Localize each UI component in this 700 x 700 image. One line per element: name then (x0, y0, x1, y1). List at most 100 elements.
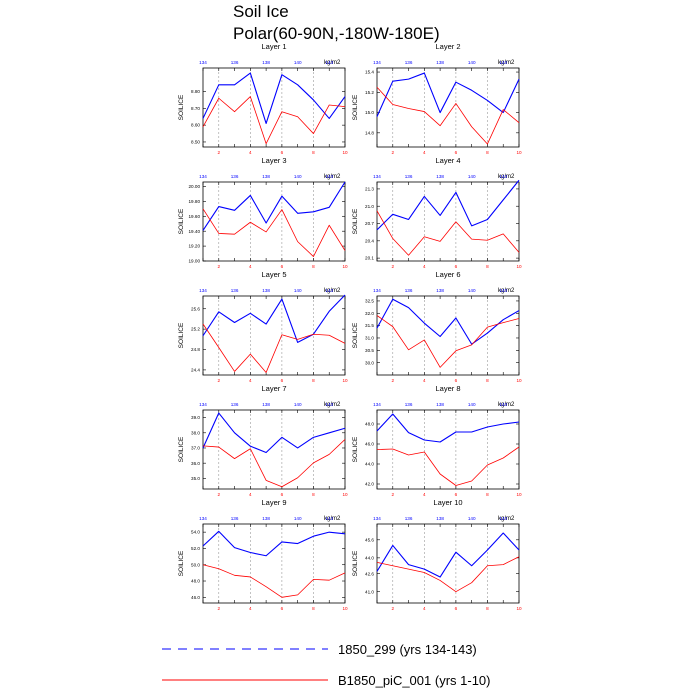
x-tick-label: 4 (423, 492, 426, 497)
x-tick-label: 6 (281, 492, 284, 497)
panel-title: Layer 6 (435, 270, 460, 279)
y-axis-label: SOILICE (178, 94, 185, 120)
panel-title: Layer 10 (433, 498, 462, 507)
legend-label-series-b: B1850_piC_001 (yrs 1-10) (338, 673, 490, 688)
plot-frame (202, 181, 346, 262)
series-a-line (376, 413, 520, 443)
panel-layer-7: Layer 7 kg/m2 SOILICE 2 4 6 8 10 134 136 138 140 143… (178, 384, 348, 497)
y-tick-label: 42.0 (365, 482, 374, 487)
series-b-line (376, 556, 520, 593)
x-tick-label: 4 (249, 492, 252, 497)
x-tick-label: 2 (217, 378, 220, 383)
y-axis-label: SOILICE (178, 322, 185, 348)
x-tick-label: 4 (423, 264, 426, 269)
top-axis-units: kg/m2 (498, 516, 515, 522)
x-tick-label: 8 (486, 378, 489, 383)
top-tick-label: 138 (436, 60, 444, 65)
panel-title: Layer 1 (261, 42, 286, 51)
panel-title: Layer 2 (435, 42, 460, 51)
series-a-line (202, 181, 346, 231)
x-tick-label: 10 (342, 606, 348, 611)
series-a-line (202, 72, 346, 125)
y-tick-label: 30.0 (365, 360, 374, 365)
legend: 1850_299 (yrs 134-143) B1850_piC_001 (yr… (162, 642, 490, 688)
y-axis-label: SOILICE (178, 550, 185, 576)
x-tick-label: 10 (516, 150, 522, 155)
y-tick-label: 8.80 (191, 89, 200, 94)
y-tick-label: 15.2 (365, 90, 374, 95)
y-tick-label: 19.80 (189, 199, 201, 204)
top-tick-label: 134 (373, 288, 381, 293)
plot-frame (376, 295, 520, 376)
x-tick-label: 4 (249, 606, 252, 611)
panel-layer-2: Layer 2 kg/m2 SOILICE 2 4 6 8 10 134 136 138 140 143… (352, 42, 522, 155)
panels: Layer 1 kg/m2 SOILICE 2 4 6 8 10 134 136 138 140 143… (178, 42, 522, 611)
y-axis-label: SOILICE (352, 550, 359, 576)
y-tick-label: 52.0 (191, 546, 200, 551)
x-tick-label: 4 (423, 606, 426, 611)
y-tick-label: 25.2 (191, 327, 200, 332)
y-tick-label: 50.0 (191, 562, 200, 567)
panel-layer-8: Layer 8 kg/m2 SOILICE 2 4 6 8 10 134 136 138 140 143… (352, 384, 522, 497)
legend-label-series-a: 1850_299 (yrs 134-143) (338, 642, 477, 657)
x-tick-label: 8 (486, 492, 489, 497)
x-tick-label: 8 (486, 264, 489, 269)
y-axis-label: SOILICE (178, 436, 185, 462)
top-tick-label: 136 (231, 516, 239, 521)
x-tick-label: 8 (486, 606, 489, 611)
top-tick-label: 134 (199, 174, 207, 179)
y-tick-label: 15.0 (365, 110, 374, 115)
panel-layer-1: Layer 1 kg/m2 SOILICE 2 4 6 8 10 134 136 138 140 143… (178, 42, 348, 155)
top-tick-label: 143 (325, 516, 333, 521)
panel-title: Layer 8 (435, 384, 460, 393)
top-tick-label: 140 (468, 60, 476, 65)
top-tick-label: 138 (436, 516, 444, 521)
series-a-line (202, 530, 346, 557)
y-tick-label: 21.3 (365, 187, 374, 192)
x-tick-label: 4 (423, 150, 426, 155)
x-tick-label: 2 (391, 492, 394, 497)
x-tick-label: 6 (455, 378, 458, 383)
top-tick-label: 140 (468, 174, 476, 179)
y-tick-label: 32.5 (365, 299, 374, 304)
top-tick-label: 136 (231, 60, 239, 65)
series-b-line (202, 96, 346, 145)
series-a-line (376, 298, 520, 345)
x-tick-label: 4 (249, 150, 252, 155)
top-tick-label: 134 (373, 516, 381, 521)
x-tick-label: 6 (455, 492, 458, 497)
x-tick-label: 10 (516, 606, 522, 611)
y-tick-label: 36.0 (191, 461, 200, 466)
top-tick-label: 140 (294, 60, 302, 65)
plot-frame (202, 523, 346, 604)
top-axis-units: kg/m2 (324, 60, 341, 66)
x-tick-label: 4 (423, 378, 426, 383)
y-tick-label: 32.0 (365, 311, 374, 316)
panel-title: Layer 3 (261, 156, 286, 165)
x-tick-label: 2 (391, 150, 394, 155)
y-tick-label: 19.00 (189, 259, 201, 264)
top-tick-label: 140 (294, 516, 302, 521)
top-tick-label: 138 (436, 402, 444, 407)
top-tick-label: 140 (468, 516, 476, 521)
top-tick-label: 138 (436, 288, 444, 293)
y-tick-label: 8.50 (191, 140, 200, 145)
plot-frame (376, 409, 520, 490)
top-tick-label: 134 (199, 288, 207, 293)
y-tick-label: 54.0 (191, 530, 200, 535)
plot-frame (376, 181, 520, 262)
top-tick-label: 143 (499, 516, 507, 521)
top-tick-label: 143 (325, 288, 333, 293)
x-tick-label: 6 (455, 150, 458, 155)
top-axis-units: kg/m2 (324, 288, 341, 294)
x-tick-label: 2 (217, 606, 220, 611)
y-tick-label: 37.0 (191, 446, 200, 451)
y-tick-label: 44.0 (365, 462, 374, 467)
top-tick-label: 134 (199, 516, 207, 521)
y-tick-label: 19.40 (189, 229, 201, 234)
top-tick-label: 140 (294, 174, 302, 179)
top-tick-label: 138 (262, 174, 270, 179)
y-tick-label: 24.8 (191, 347, 200, 352)
top-tick-label: 140 (468, 402, 476, 407)
panel-layer-3: Layer 3 kg/m2 SOILICE 2 4 6 8 10 134 136 138 140 143… (178, 156, 348, 269)
